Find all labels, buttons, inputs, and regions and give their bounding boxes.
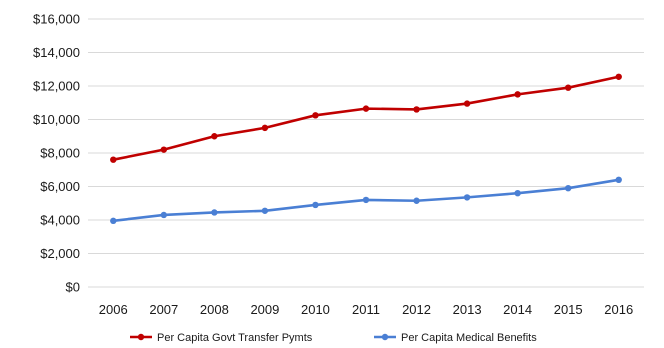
x-tick-label: 2006	[99, 302, 128, 317]
legend: Per Capita Govt Transfer Pymts Per Capita…	[130, 332, 537, 344]
y-tick-label: $16,000	[33, 12, 80, 27]
legend-marker	[381, 333, 389, 341]
legend-label: Per Capita Govt Transfer Pymts	[157, 332, 313, 344]
data-point	[564, 84, 572, 91]
data-point	[160, 211, 168, 219]
x-tick-label: 2014	[503, 302, 532, 317]
x-tick-label: 2011	[352, 302, 380, 317]
x-tick-label: 2008	[200, 302, 229, 317]
data-point	[413, 106, 420, 113]
y-tick-label: $14,000	[33, 45, 80, 60]
data-point	[362, 196, 370, 204]
data-point	[564, 184, 572, 192]
y-tick-label: $6,000	[40, 179, 80, 194]
data-point	[514, 190, 521, 197]
data-point	[261, 124, 269, 132]
data-point	[211, 209, 218, 216]
y-tick-label: $10,000	[33, 112, 80, 127]
y-tick-label: $0	[66, 280, 80, 295]
x-axis-tick-labels: 2006 2007 2008 2009 2010 2011 2012 2013 2014 2015…	[99, 302, 633, 317]
x-tick-label: 2010	[301, 302, 330, 317]
y-tick-label: $4,000	[40, 213, 80, 228]
data-point	[463, 100, 471, 107]
gridlines	[88, 18, 644, 288]
data-point	[362, 105, 370, 112]
data-point	[514, 91, 521, 98]
series-line-0	[111, 75, 621, 161]
data-point	[261, 207, 269, 214]
data-point	[160, 146, 168, 153]
data-point	[110, 217, 117, 225]
x-tick-label: 2015	[554, 302, 583, 317]
data-point	[312, 112, 319, 119]
data-point	[110, 156, 117, 163]
x-tick-label: 2013	[453, 302, 482, 317]
data-point	[211, 133, 218, 140]
data-point	[413, 197, 420, 204]
x-tick-label: 2007	[149, 302, 178, 317]
x-tick-label: 2016	[604, 302, 633, 317]
x-tick-label: 2012	[402, 302, 431, 317]
y-axis-tick-labels: $0 $2,000 $4,000 $6,000 $8,000 $10,000 $12,000…	[33, 12, 80, 295]
series-lines	[110, 73, 622, 225]
data-point	[463, 194, 471, 201]
legend-marker	[137, 333, 145, 341]
legend-label: Per Capita Medical Benefits	[401, 332, 537, 344]
x-tick-label: 2009	[250, 302, 279, 317]
y-tick-label: $2,000	[40, 246, 80, 261]
data-point	[615, 176, 622, 183]
y-tick-label: $8,000	[40, 146, 80, 161]
data-point	[615, 73, 622, 80]
y-tick-label: $12,000	[33, 79, 80, 94]
data-point	[312, 201, 319, 209]
